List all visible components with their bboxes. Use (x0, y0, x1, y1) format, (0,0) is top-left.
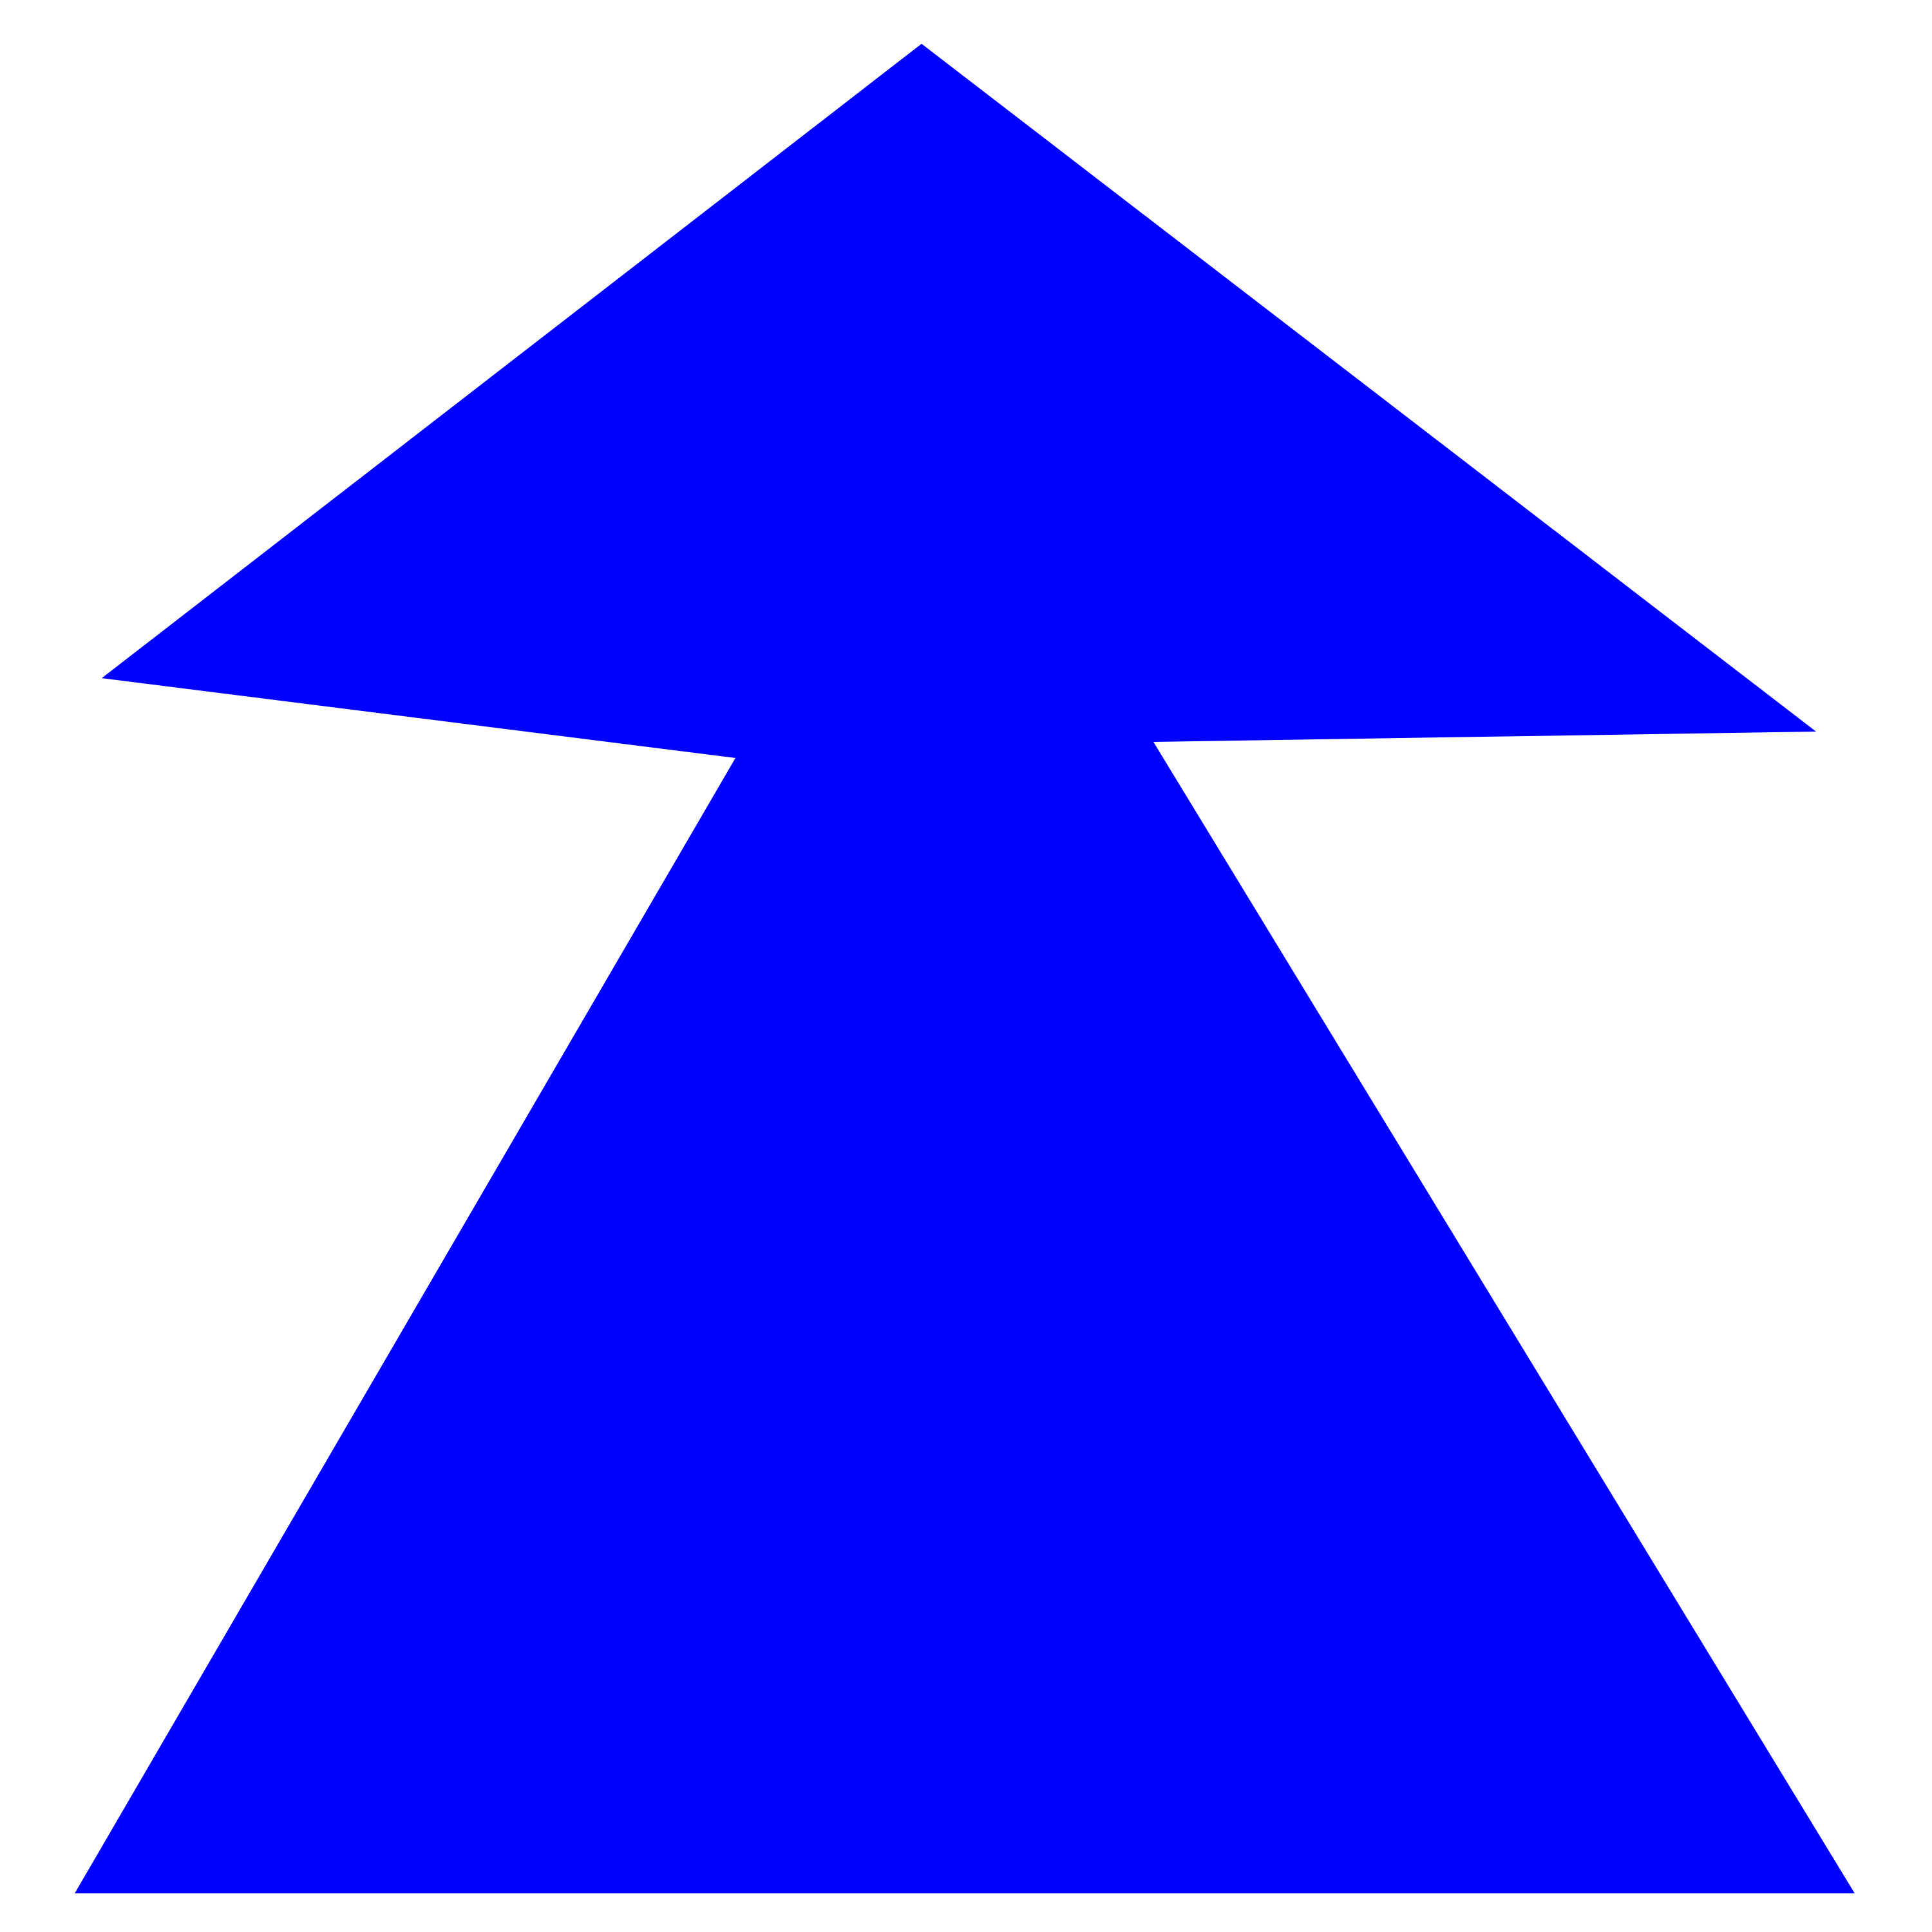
up-arrow-icon (75, 44, 1855, 1893)
